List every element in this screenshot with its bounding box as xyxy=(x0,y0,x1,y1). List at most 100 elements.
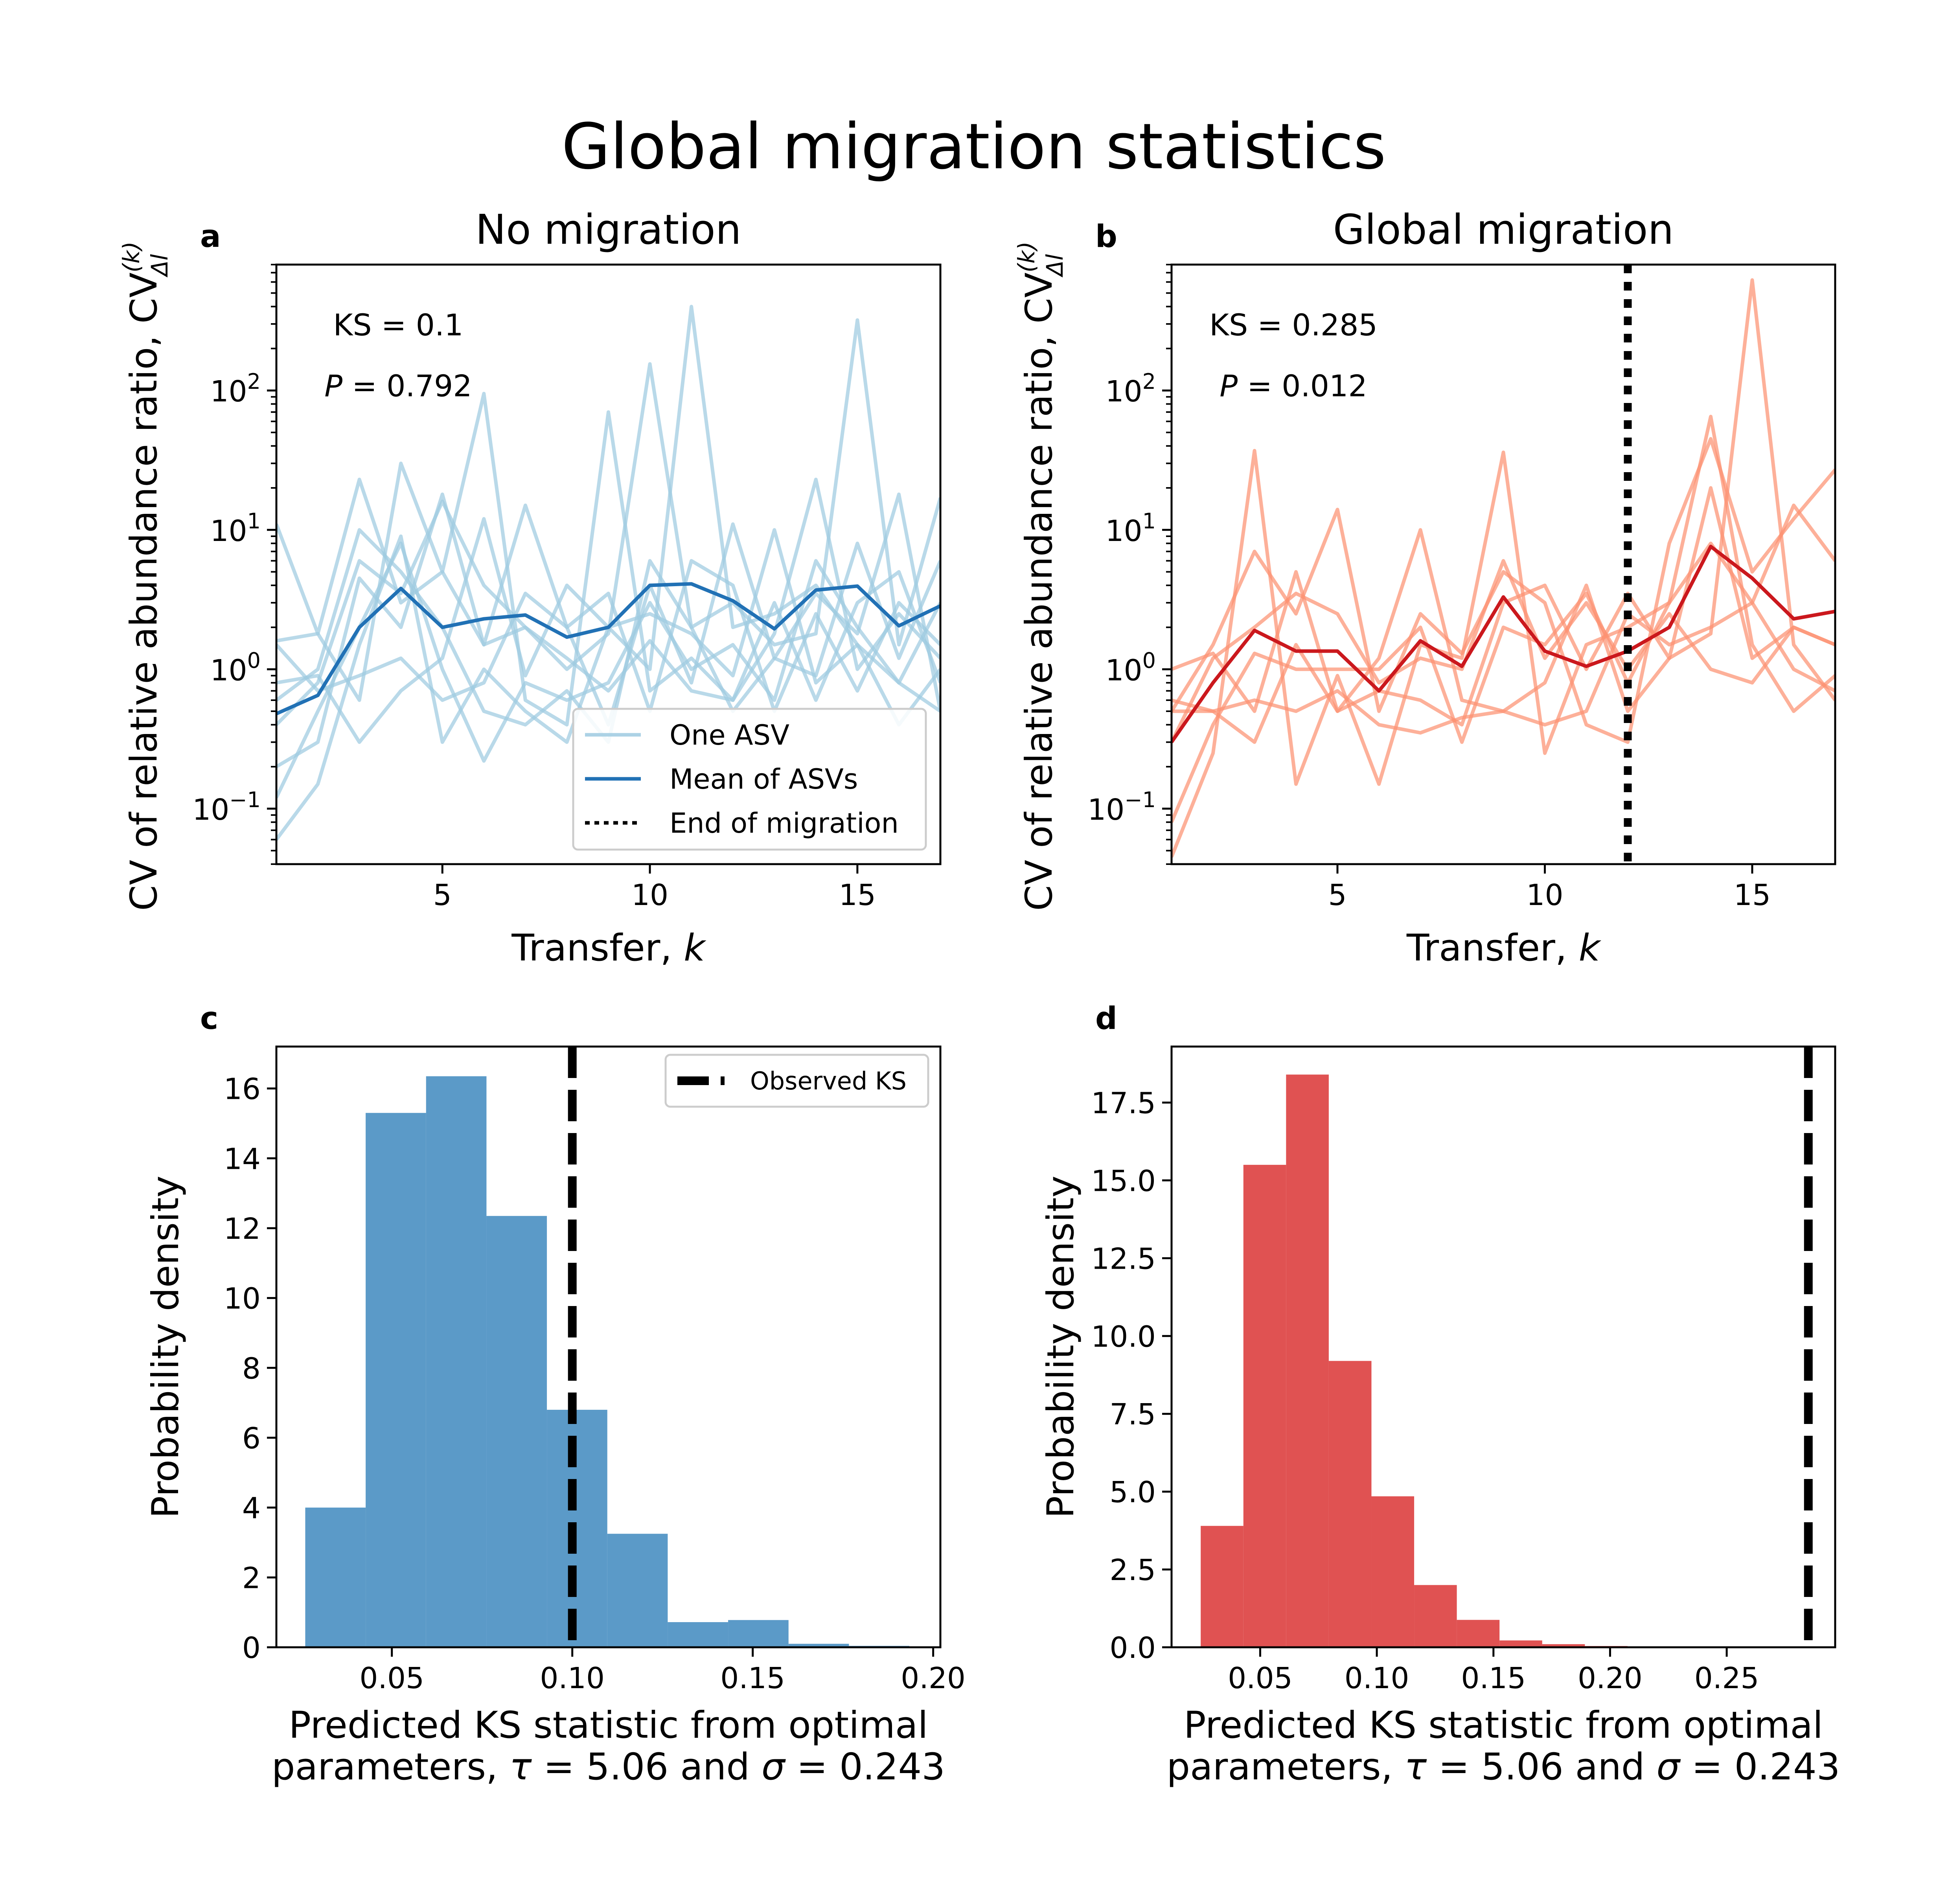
asv-line xyxy=(1172,541,1835,823)
p-annotation: P = 0.012 xyxy=(1220,368,1367,403)
y-tick-label: 102 xyxy=(210,369,261,408)
histogram-bar xyxy=(305,1507,366,1647)
histogram-bar xyxy=(1201,1526,1243,1647)
y-tick-label: 8 xyxy=(242,1352,261,1385)
x-tick-label: 0.15 xyxy=(720,1661,785,1695)
y-tick-label: 2 xyxy=(242,1561,261,1595)
mean-line xyxy=(276,582,940,716)
y-axis-label: Probability density xyxy=(144,1176,187,1518)
asv-line xyxy=(276,541,940,798)
y-tick-label: 0 xyxy=(242,1631,261,1665)
histogram-bar xyxy=(426,1076,487,1647)
x-axis-label-line1: Predicted KS statistic from optimal xyxy=(289,1704,928,1747)
x-tick-label: 15 xyxy=(1734,878,1771,912)
mean-line xyxy=(1172,545,1835,743)
y-tick-label: 10 xyxy=(224,1282,261,1316)
legend: One ASV Mean of ASVs End of migration xyxy=(572,708,927,851)
y-tick-label: 101 xyxy=(210,509,261,548)
panel-label: b xyxy=(1095,219,1117,254)
histogram-bar xyxy=(1499,1640,1542,1647)
histogram-bar xyxy=(1457,1620,1500,1647)
x-tick-label: 0.10 xyxy=(1345,1661,1409,1695)
x-tick-label: 0.20 xyxy=(901,1661,966,1695)
histogram-bar xyxy=(547,1409,607,1647)
x-tick-label: 5 xyxy=(433,878,452,912)
asv-line xyxy=(1172,503,1835,735)
x-tick-label: 0.15 xyxy=(1461,1661,1526,1695)
y-tick-label: 10−1 xyxy=(192,787,261,827)
asv-line xyxy=(276,392,940,727)
histogram-bar xyxy=(728,1620,789,1647)
y-tick-label: 16 xyxy=(224,1072,261,1106)
histogram-bar xyxy=(1328,1361,1372,1647)
y-tick-label: 12 xyxy=(224,1212,261,1246)
panel-c: 0 2 4 6 8 10 12 14 16 0.05 0.10 0.15 0.20 Predicted K… xyxy=(144,1001,966,1788)
x-axis-label-line1: Predicted KS statistic from optimal xyxy=(1184,1704,1823,1747)
axes-frame xyxy=(275,1045,942,1648)
y-tick-label: 100 xyxy=(210,648,261,687)
ks-annotation: KS = 0.1 xyxy=(333,307,464,342)
y-tick-label: 101 xyxy=(1105,509,1156,548)
y-tick-label: 10−1 xyxy=(1087,787,1156,827)
figure-title: Global migration statistics xyxy=(561,110,1386,183)
x-axis-label: Transfer, k xyxy=(1406,927,1602,969)
asv-line xyxy=(276,559,940,713)
x-axis-label-line2: parameters, τ = 5.06 and σ = 0.243 xyxy=(1166,1746,1840,1788)
panel-d: 0.0 2.5 5.0 7.5 10.0 12.5 15.0 17.5 0.05 0.10 0.15… xyxy=(1039,1001,1840,1788)
y-tick-label: 102 xyxy=(1105,369,1156,408)
y-tick-label: 100 xyxy=(1105,648,1156,687)
legend: Observed KS xyxy=(664,1054,929,1108)
x-tick-label: 0.05 xyxy=(359,1661,424,1695)
y-tick-label: 12.5 xyxy=(1091,1242,1156,1276)
histogram-bar xyxy=(788,1644,849,1647)
legend-frame xyxy=(664,1054,929,1108)
panel-b: 10−1 100 101 102 5 10 15 Transfer, k Global migr… xyxy=(1087,206,1836,969)
axes-frame xyxy=(1170,263,1836,865)
y-axis-label: CV of relative abundance ratio, CV(k)Δl xyxy=(1013,241,1068,911)
panel-title: No migration xyxy=(475,206,741,254)
y-axis-label: CV of relative abundance ratio, CV(k)Δl xyxy=(118,241,173,911)
x-tick-label: 0.25 xyxy=(1694,1661,1759,1695)
legend-label: Observed KS xyxy=(750,1067,907,1095)
histogram-bar xyxy=(607,1534,668,1647)
x-tick-label: 10 xyxy=(631,878,668,912)
x-tick-label: 0.05 xyxy=(1228,1661,1293,1695)
histogram-bar xyxy=(486,1216,547,1647)
panel-label: c xyxy=(200,1001,218,1036)
asv-line xyxy=(1172,559,1835,743)
y-tick-label: 4 xyxy=(242,1492,261,1525)
legend-label: One ASV xyxy=(670,719,789,751)
plot-area xyxy=(1172,265,1835,864)
y-tick-label: 2.5 xyxy=(1109,1553,1156,1587)
ks-annotation: KS = 0.285 xyxy=(1209,307,1378,342)
x-axis-label: Transfer, k xyxy=(511,927,706,969)
asv-line xyxy=(276,318,940,671)
histogram-bar xyxy=(366,1113,426,1647)
panel-title: Global migration xyxy=(1333,206,1674,254)
x-tick-label: 0.10 xyxy=(540,1661,605,1695)
asv-line xyxy=(1172,486,1835,744)
x-tick-label: 5 xyxy=(1328,878,1346,912)
y-tick-label: 5.0 xyxy=(1109,1475,1156,1509)
y-axis-label: Probability density xyxy=(1039,1176,1082,1518)
legend-label: Mean of ASVs xyxy=(670,763,858,795)
p-annotation: P = 0.792 xyxy=(324,368,472,403)
y-tick-label: 0.0 xyxy=(1109,1631,1156,1665)
histogram-bar xyxy=(1243,1164,1286,1647)
x-tick-label: 15 xyxy=(839,878,876,912)
asv-line xyxy=(276,499,940,726)
histogram-bar xyxy=(1414,1585,1457,1647)
histogram-bar xyxy=(1371,1496,1415,1647)
panel-label: a xyxy=(200,219,221,254)
y-tick-label: 6 xyxy=(242,1422,261,1455)
y-tick-label: 10.0 xyxy=(1091,1320,1156,1354)
y-tick-label: 17.5 xyxy=(1091,1087,1156,1120)
x-axis-label-line2: parameters, τ = 5.06 and σ = 0.243 xyxy=(272,1746,945,1788)
histogram-bar xyxy=(1542,1644,1585,1647)
panel-label: d xyxy=(1095,1001,1117,1036)
y-tick-label: 15.0 xyxy=(1091,1164,1156,1198)
panel-a: 10−1 100 101 102 5 10 15 Transfer, k No migratio… xyxy=(192,206,942,969)
histogram-bar xyxy=(1286,1074,1329,1647)
